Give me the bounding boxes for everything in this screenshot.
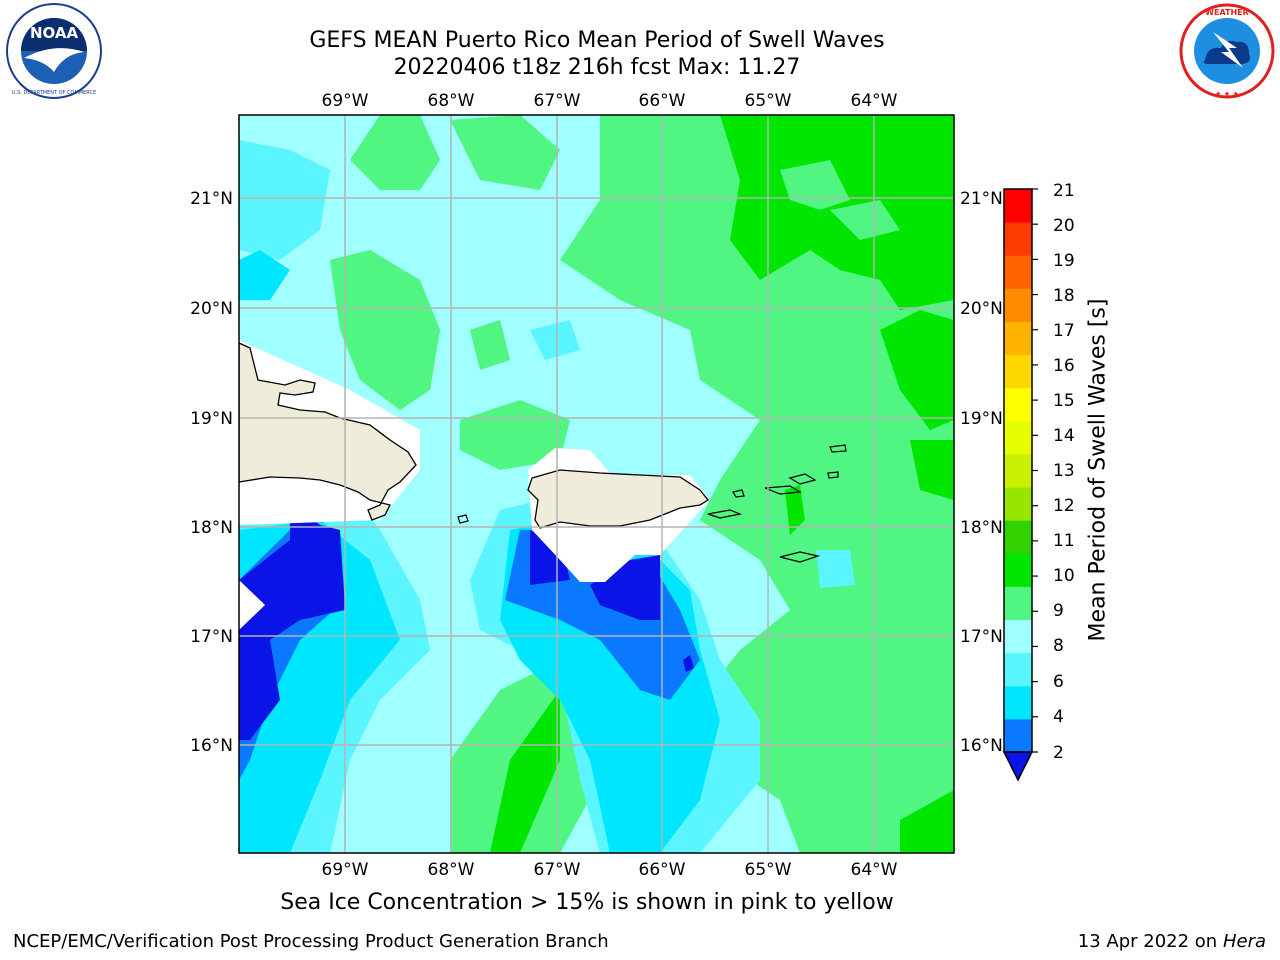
lon-label-top: 69°W bbox=[322, 91, 369, 111]
footer-host: Hera bbox=[1222, 931, 1266, 952]
colorbar-segment bbox=[1004, 520, 1032, 554]
lon-label-bottom: 64°W bbox=[851, 860, 898, 880]
lat-label-left: 18°N bbox=[190, 518, 233, 538]
nws-logo: WEATHER ★ ★ ★ bbox=[1179, 3, 1275, 99]
footer-date-text: 13 Apr 2022 on bbox=[1077, 931, 1223, 952]
lon-label-top: 65°W bbox=[745, 91, 792, 111]
colorbar-label: Mean Period of Swell Waves [s] bbox=[1085, 298, 1111, 642]
colorbar-tick-label: 9 bbox=[1053, 601, 1064, 621]
map-gridlines bbox=[239, 115, 954, 853]
colorbar-segment bbox=[1004, 222, 1032, 256]
svg-text:★ ★ ★: ★ ★ ★ bbox=[1215, 90, 1239, 98]
footer-credit: NCEP/EMC/Verification Post Processing Pr… bbox=[13, 931, 609, 952]
colorbar-tick-label: 6 bbox=[1053, 672, 1064, 692]
colorbar-tick-label: 2 bbox=[1053, 743, 1064, 763]
colorbar-segment bbox=[1004, 354, 1032, 389]
map-frame bbox=[238, 114, 955, 854]
colorbar bbox=[1002, 188, 1038, 782]
colorbar-segment bbox=[1004, 586, 1032, 621]
lat-label-right: 18°N bbox=[960, 518, 1003, 538]
colorbar-segment bbox=[1004, 685, 1032, 720]
lat-label-left: 20°N bbox=[190, 299, 233, 319]
lat-label-left: 19°N bbox=[190, 409, 233, 429]
svg-text:WEATHER: WEATHER bbox=[1205, 8, 1249, 17]
colorbar-segment bbox=[1004, 487, 1032, 521]
colorbar-segment bbox=[1004, 619, 1032, 654]
colorbar-tick-label: 17 bbox=[1053, 321, 1075, 341]
colorbar-tick-label: 16 bbox=[1053, 356, 1075, 376]
colorbar-extend-triangle bbox=[1002, 751, 1034, 782]
colorbar-tick-label: 20 bbox=[1053, 216, 1075, 236]
colorbar-segment bbox=[1004, 718, 1032, 753]
colorbar-segment bbox=[1004, 321, 1032, 356]
noaa-logo-text: NOAA bbox=[30, 24, 79, 42]
colorbar-segment bbox=[1004, 288, 1032, 322]
colorbar-tick-label: 10 bbox=[1053, 566, 1075, 586]
colorbar-segment bbox=[1004, 387, 1032, 422]
lon-label-bottom: 68°W bbox=[428, 860, 475, 880]
lon-label-top: 66°W bbox=[639, 91, 686, 111]
colorbar-segment bbox=[1004, 553, 1032, 587]
colorbar-tick-label: 18 bbox=[1053, 286, 1075, 306]
lon-label-bottom: 65°W bbox=[745, 860, 792, 880]
colorbar-segment bbox=[1004, 453, 1032, 488]
lat-label-right: 21°N bbox=[960, 189, 1003, 209]
lon-label-bottom: 66°W bbox=[639, 860, 686, 880]
colorbar-tick-label: 11 bbox=[1053, 531, 1075, 551]
colorbar-tick-label: 19 bbox=[1053, 251, 1075, 271]
lon-label-top: 64°W bbox=[851, 91, 898, 111]
lon-label-bottom: 67°W bbox=[534, 860, 581, 880]
lon-label-top: 68°W bbox=[428, 91, 475, 111]
colorbar-tick-label: 12 bbox=[1053, 496, 1075, 516]
lat-label-left: 17°N bbox=[190, 627, 233, 647]
colorbar-tick-label: 8 bbox=[1053, 636, 1064, 656]
chart-title: GEFS MEAN Puerto Rico Mean Period of Swe… bbox=[309, 28, 885, 53]
lat-label-left: 21°N bbox=[190, 189, 233, 209]
lon-label-top: 67°W bbox=[534, 91, 581, 111]
colorbar-segment bbox=[1004, 420, 1032, 455]
footer-date: 13 Apr 2022 on Hera bbox=[1078, 931, 1266, 952]
colorbar-segment bbox=[1004, 652, 1032, 687]
colorbar-ticks: 21 20 19 18 17 16 15 14 13 12 11 10 9 8 … bbox=[1053, 181, 1075, 763]
lat-label-right: 19°N bbox=[960, 409, 1003, 429]
lon-label-bottom: 69°W bbox=[322, 860, 369, 880]
swell-period-field bbox=[239, 115, 954, 853]
svg-text:U.S. DEPARTMENT OF COMMERCE: U.S. DEPARTMENT OF COMMERCE bbox=[12, 90, 96, 96]
lat-label-left: 16°N bbox=[190, 736, 233, 756]
colorbar-segment bbox=[1004, 255, 1032, 289]
colorbar-tick-label: 15 bbox=[1053, 391, 1075, 411]
colorbar-tick-label: 13 bbox=[1053, 461, 1075, 481]
colorbar-segment bbox=[1004, 189, 1032, 223]
lat-label-right: 16°N bbox=[960, 736, 1003, 756]
colorbar-tick-label: 4 bbox=[1053, 707, 1064, 727]
sea-ice-note: Sea Ice Concentration > 15% is shown in … bbox=[280, 890, 894, 915]
noaa-logo: NOAA U.S. DEPARTMENT OF COMMERCE bbox=[6, 3, 102, 99]
lat-label-right: 17°N bbox=[960, 627, 1003, 647]
colorbar-tick-label: 14 bbox=[1053, 426, 1075, 446]
chart-subtitle: 20220406 t18z 216h fcst Max: 11.27 bbox=[393, 55, 801, 80]
colorbar-tick-label: 21 bbox=[1053, 181, 1075, 201]
lat-label-right: 20°N bbox=[960, 299, 1003, 319]
